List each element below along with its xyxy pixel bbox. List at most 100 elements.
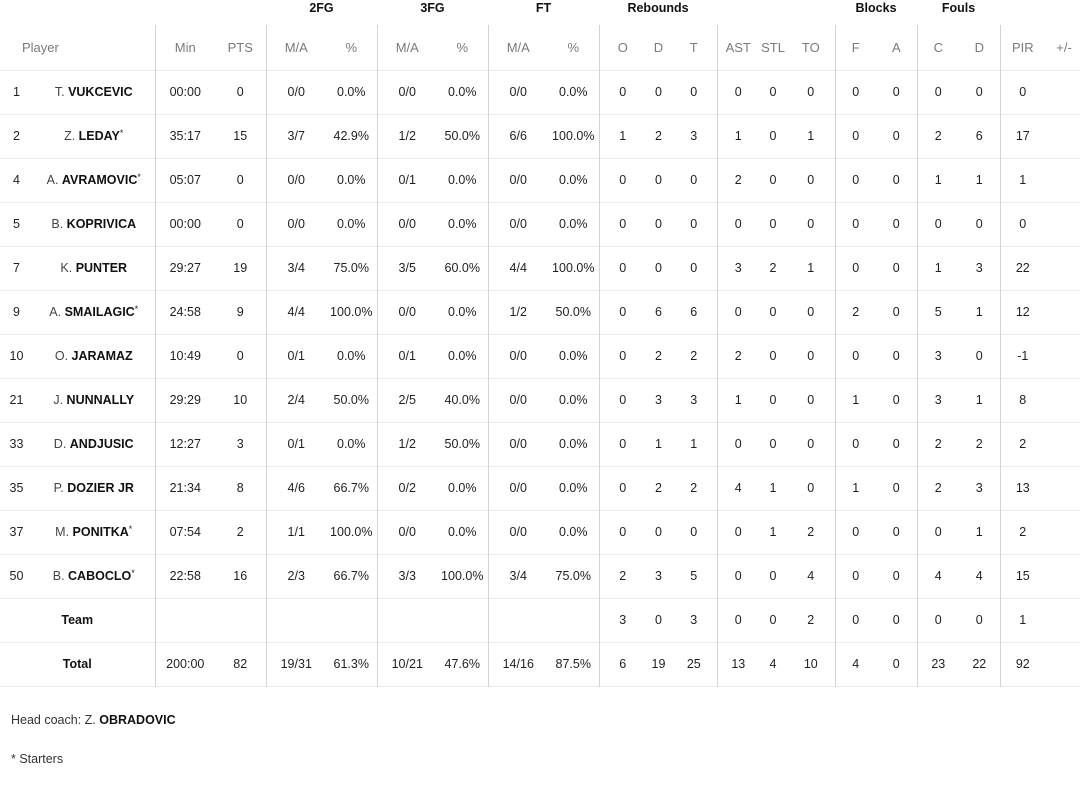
header-to[interactable]: TO	[787, 25, 836, 70]
header-blk-a[interactable]: A	[876, 25, 918, 70]
cell-3fg-pct	[437, 598, 489, 642]
cell-foul-c: 0	[934, 217, 942, 231]
cell-3fg-pct: 40.0%	[437, 378, 489, 422]
player-number: 50	[9, 569, 24, 583]
player-name-cell[interactable]: J. NUNNALLY	[33, 378, 156, 422]
header-blk-f[interactable]: F	[851, 39, 860, 55]
cell-ast: 0	[734, 217, 742, 231]
cell-reb-d: 0	[655, 85, 662, 99]
cell-pir: 8	[1019, 393, 1027, 407]
cell-blk-a: 0	[876, 466, 918, 510]
player-last-name[interactable]: LEDAY	[78, 129, 120, 143]
cell-blk-a: 0	[876, 598, 918, 642]
cell-reb-o: 0	[619, 173, 627, 187]
cell-blk-f: 0	[852, 173, 860, 187]
cell-pts: 0	[215, 202, 267, 246]
cell-reb-o: 1	[619, 129, 627, 143]
cell-ast: 13	[731, 657, 746, 671]
total-row: Total 200:00 82 19/31 61.3% 10/21 47.6% 14/16 87…	[0, 642, 1080, 686]
cell-reb-o: 0	[619, 261, 627, 275]
cell-blk-a: 0	[876, 642, 918, 686]
cell-2fg-pct: 0.0%	[326, 334, 378, 378]
player-name-cell[interactable]: A. SMAILAGIC*	[33, 290, 156, 334]
player-last-name[interactable]: PUNTER	[75, 261, 128, 275]
header-reb-t[interactable]: T	[671, 25, 718, 70]
player-number: 33	[9, 437, 24, 451]
cell-min: 05:07	[169, 173, 201, 187]
team-row: Team 3 0 3 0 0 2 0 0 0 0 1	[0, 598, 1080, 642]
cell-2fg-ma: 0/0	[287, 217, 305, 231]
header-3fg-pct[interactable]: %	[437, 25, 489, 70]
player-last-name[interactable]: DOZIER JR	[67, 481, 134, 495]
player-last-name[interactable]: ANDJUSIC	[69, 437, 134, 451]
header-stl[interactable]: STL	[761, 39, 785, 55]
header-2fg-pct[interactable]: %	[326, 25, 378, 70]
header-ft-pct[interactable]: %	[548, 25, 600, 70]
cell-foul-c: 0	[934, 613, 942, 627]
cell-blk-f: 0	[852, 437, 860, 451]
cell-pts: 0	[215, 334, 267, 378]
header-2fg-ma[interactable]: M/A	[284, 39, 308, 55]
player-initial: D.	[53, 437, 67, 451]
player-last-name[interactable]: JARAMAZ	[71, 349, 133, 363]
player-last-name[interactable]: SMAILAGIC	[64, 305, 135, 319]
header-player[interactable]: Player	[0, 25, 156, 70]
cell-reb-o: 0	[619, 305, 627, 319]
player-last-name[interactable]: CABOCLO	[68, 569, 132, 583]
header-pir[interactable]: PIR	[1011, 39, 1034, 55]
player-last-name[interactable]: PONITKA	[72, 525, 129, 539]
header-reb-o[interactable]: O	[617, 39, 628, 55]
player-name-cell[interactable]: M. PONITKA*	[33, 510, 156, 554]
header-plus-minus[interactable]: +/-	[1056, 39, 1072, 55]
header-ast[interactable]: AST	[725, 39, 751, 55]
header-ft-ma[interactable]: M/A	[506, 39, 530, 55]
player-number: 1	[13, 85, 20, 99]
cell-2fg-ma: 0/1	[287, 349, 305, 363]
cell-ft-ma: 4/4	[509, 261, 527, 275]
player-name-cell[interactable]: K. PUNTER	[33, 246, 156, 290]
cell-plus-minus	[1045, 642, 1080, 686]
cell-pir: 0	[1019, 217, 1027, 231]
cell-3fg-ma: 0/0	[398, 305, 416, 319]
cell-reb-d: 0	[655, 613, 662, 627]
player-name-cell[interactable]: T. VUKCEVIC	[33, 70, 156, 114]
cell-reb-t: 2	[671, 334, 718, 378]
column-header-row: Player Min PTS M/A % M/A % M/A % O D T A…	[0, 25, 1080, 70]
cell-pir: 13	[1015, 481, 1030, 495]
player-name-cell[interactable]: B. KOPRIVICA	[33, 202, 156, 246]
player-name-cell[interactable]: Z. LEDAY*	[33, 114, 156, 158]
header-pts[interactable]: PTS	[215, 25, 267, 70]
cell-2fg-pct: 66.7%	[326, 466, 378, 510]
header-3fg-ma[interactable]: M/A	[395, 39, 419, 55]
header-reb-d[interactable]: D	[653, 39, 664, 55]
player-row: 10 O. JARAMAZ 10:49 0 0/1 0.0% 0/1 0.0% 0/0 0.0% 0…	[0, 334, 1080, 378]
cell-ft-pct: 0.0%	[548, 378, 600, 422]
player-last-name[interactable]: VUKCEVIC	[68, 85, 133, 99]
cell-blk-f: 2	[852, 305, 860, 319]
player-name-cell[interactable]: B. CABOCLO*	[33, 554, 156, 598]
player-last-name[interactable]: AVRAMOVIC	[61, 173, 138, 187]
header-min[interactable]: Min	[174, 39, 196, 55]
header-foul-c[interactable]: C	[933, 39, 943, 55]
starter-marker: *	[128, 524, 133, 534]
cell-foul-d: 0	[959, 202, 1001, 246]
player-last-name[interactable]: NUNNALLY	[66, 393, 135, 407]
cell-pir: 92	[1015, 657, 1030, 671]
player-name-cell[interactable]: P. DOZIER JR	[33, 466, 156, 510]
cell-min: 00:00	[169, 217, 201, 231]
player-name-cell[interactable]: A. AVRAMOVIC*	[33, 158, 156, 202]
player-name-cell[interactable]: O. JARAMAZ	[33, 334, 156, 378]
player-last-name[interactable]: KOPRIVICA	[66, 217, 137, 231]
player-row: 7 K. PUNTER 29:27 19 3/4 75.0% 3/5 60.0% 4/4 100.…	[0, 246, 1080, 290]
cell-reb-t: 0	[671, 202, 718, 246]
cell-ft-pct: 0.0%	[548, 202, 600, 246]
player-row: 1 T. VUKCEVIC 00:00 0 0/0 0.0% 0/0 0.0% 0/0 0.0% 0…	[0, 70, 1080, 114]
cell-2fg-ma: 4/4	[287, 305, 305, 319]
cell-2fg-pct: 61.3%	[326, 642, 378, 686]
cell-pir: 0	[1019, 85, 1027, 99]
header-foul-d[interactable]: D	[959, 25, 1001, 70]
cell-reb-t: 0	[671, 510, 718, 554]
cell-blk-f: 0	[852, 261, 860, 275]
player-name-cell[interactable]: D. ANDJUSIC	[33, 422, 156, 466]
cell-pts: 0	[215, 70, 267, 114]
